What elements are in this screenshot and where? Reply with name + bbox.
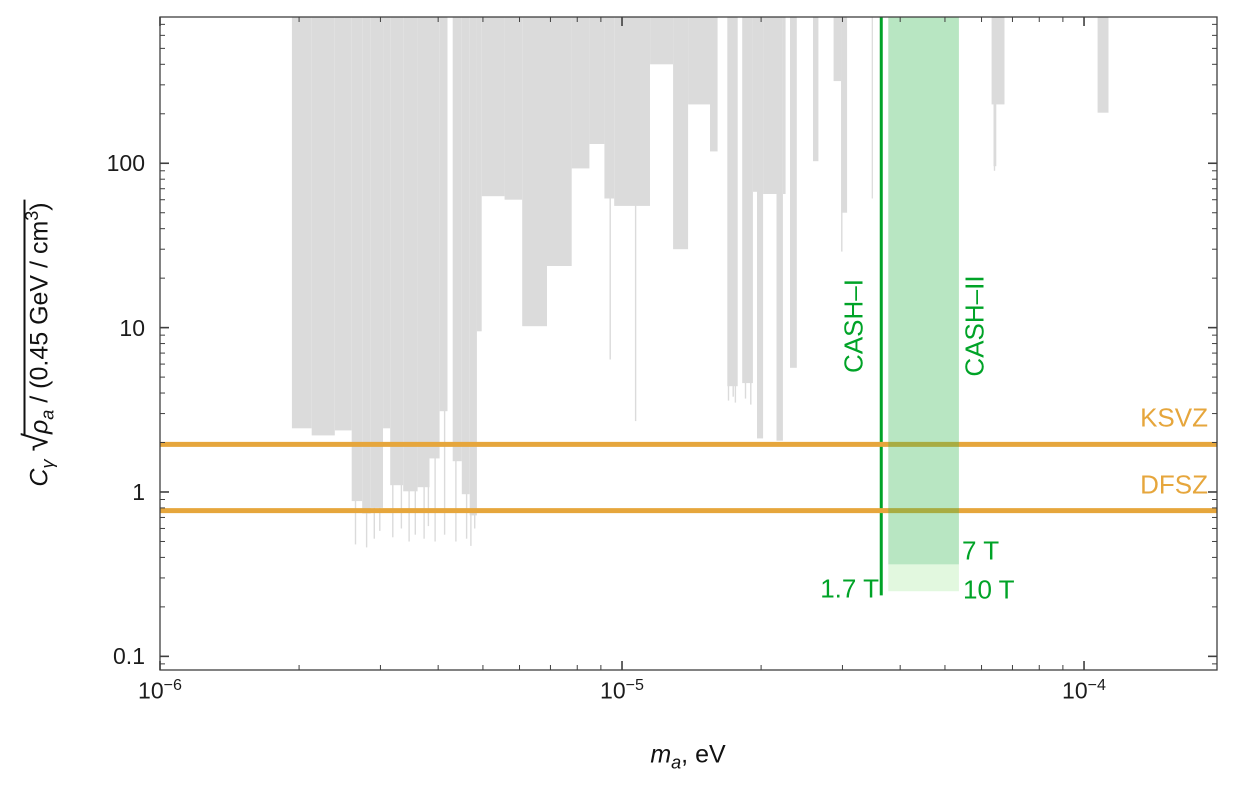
excluded-bar — [452, 17, 462, 462]
sqrt-radical-icon: √ — [17, 433, 56, 452]
excluded-spike — [609, 17, 611, 360]
excluded-spike — [455, 17, 457, 542]
excluded-bar — [311, 17, 335, 436]
excluded-bar — [614, 17, 650, 206]
excluded-bar — [439, 17, 448, 412]
excluded-bar — [833, 17, 842, 82]
excluded-bar — [742, 17, 753, 384]
excluded-spike — [427, 17, 430, 527]
excluded-bar — [757, 17, 764, 439]
excluded-spike — [634, 17, 637, 422]
y-tick-label: 0.1 — [113, 643, 145, 670]
cash2-band-7t — [888, 17, 959, 565]
cash2-field7-label: 7 T — [962, 535, 1000, 566]
excluded-bar — [871, 17, 873, 199]
cash2-band-10t — [888, 17, 959, 592]
excluded-spike — [392, 17, 394, 538]
x-axis-label: ma, eV — [650, 741, 725, 774]
excluded-spike — [750, 17, 752, 405]
y-label-denominator: / (0.45 GeV / cm — [25, 220, 54, 410]
excluded-bar — [782, 17, 786, 194]
cash2-label: CASH–II — [959, 275, 990, 377]
excluded-bar — [841, 17, 848, 213]
excluded-spike — [373, 17, 375, 539]
excluded-bar — [790, 17, 797, 368]
y-label-cm-exponent: 3 — [22, 210, 43, 221]
excluded-bar — [334, 17, 352, 431]
excluded-spike — [734, 17, 737, 403]
excluded-spike — [993, 17, 996, 171]
y-label-a-sub: a — [37, 409, 58, 420]
excluded-spike — [841, 17, 843, 252]
y-label-gamma-sub: γ — [37, 459, 58, 469]
excluded-bar — [688, 17, 710, 105]
x-label-a-sub: a — [671, 752, 682, 773]
excluded-bar — [351, 17, 363, 502]
excluded-bar — [461, 17, 470, 495]
excluded-bar — [763, 17, 777, 194]
excluded-bar — [650, 17, 674, 65]
excluded-spike — [434, 17, 436, 542]
excluded-spike — [423, 17, 425, 539]
excluded-bar — [476, 17, 482, 332]
axis-ticks — [159, 17, 1217, 670]
excluded-spike — [744, 17, 747, 399]
excluded-bar — [571, 17, 590, 169]
excluded-bar — [710, 17, 718, 152]
excluded-spike — [443, 17, 446, 535]
x-label-symbol: m — [650, 740, 672, 769]
x-tick-label: 10−6 — [138, 676, 182, 704]
excluded-spike — [474, 17, 476, 529]
y-axis-label: Cγ √ρa / (0.45 GeV / cm3) — [17, 199, 59, 487]
excluded-spike — [408, 17, 410, 542]
y-label-rho: ρ — [25, 419, 54, 435]
y-tick-label: 100 — [106, 150, 145, 177]
excluded-bar — [604, 17, 615, 199]
excluded-bar — [504, 17, 523, 200]
excluded-region — [291, 17, 1109, 548]
excluded-bar — [813, 17, 819, 162]
excluded-spike — [465, 17, 468, 539]
excluded-spike — [354, 17, 357, 545]
excluded-spike — [727, 17, 730, 401]
dfsz-label: DFSZ — [1140, 469, 1208, 500]
cash2-field10-label: 10 T — [963, 574, 1015, 605]
y-label-symbol: C — [25, 468, 54, 487]
cash1-label: CASH–I — [838, 279, 869, 373]
x-label-unit: , eV — [681, 740, 726, 769]
y-label-close-paren: ) — [25, 202, 54, 211]
excluded-spike — [379, 17, 381, 531]
excluded-bar — [1097, 17, 1109, 113]
y-label-radicand: ρa / (0.45 GeV / cm3) — [22, 199, 58, 437]
excluded-spike — [414, 17, 416, 535]
cash1-field-label: 1.7 T — [820, 573, 879, 604]
excluded-spike — [365, 17, 368, 548]
y-tick-label: 10 — [119, 314, 145, 341]
excluded-bar — [383, 17, 391, 429]
x-tick-label: 10−4 — [1062, 676, 1106, 704]
excluded-bar — [291, 17, 312, 429]
ksvz-label: KSVZ — [1140, 402, 1208, 433]
excluded-bar — [776, 17, 783, 441]
excluded-bar — [589, 17, 605, 144]
excluded-bar — [469, 17, 477, 516]
excluded-bar — [547, 17, 572, 266]
excluded-bar — [752, 17, 757, 192]
excluded-bar — [673, 17, 689, 250]
excluded-bar — [403, 17, 418, 492]
excluded-spike — [732, 17, 734, 397]
excluded-spike — [470, 17, 472, 546]
excluded-bar — [522, 17, 547, 327]
x-tick-label: 10−5 — [600, 676, 644, 704]
excluded-bar — [481, 17, 505, 197]
excluded-spike — [400, 17, 403, 529]
y-tick-label: 1 — [132, 478, 145, 505]
